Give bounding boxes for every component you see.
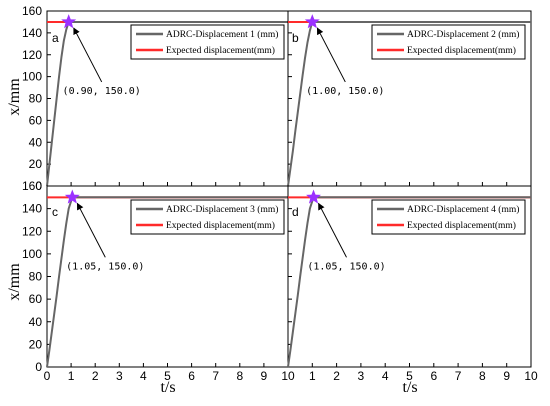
x-tick-label: 8 (479, 369, 486, 383)
y-tick-label: 80 (29, 92, 43, 106)
x-tick-label: 2 (333, 369, 340, 383)
x-axis-title-left: t/s (160, 379, 175, 396)
legend-label-expected: Expected displacement(mm) (166, 45, 275, 56)
adrc-displacement-line (46, 20, 288, 187)
x-tick-label: 5 (164, 369, 171, 383)
y-tick-label: 140 (22, 26, 42, 40)
legend-label-adrc: ADRC-Displacement 2 (mm) (407, 29, 519, 40)
adrc-displacement-line (46, 196, 288, 368)
y-tick-label: 40 (29, 315, 43, 329)
y-tick-label: 0 (35, 179, 42, 193)
settling-point-annotation: (1.05, 150.0) (307, 261, 385, 272)
x-tick-label: 3 (358, 369, 365, 383)
legend-label-adrc: ADRC-Displacement 1 (mm) (166, 29, 278, 40)
annotation-arrow (316, 27, 346, 83)
x-tick-label: 2 (92, 369, 99, 383)
legend (371, 24, 526, 60)
panel-a: 0 20 40 60 80 100 120 140 160 a ADRC-Displacement … (22, 4, 289, 193)
y-tick-label: 40 (29, 135, 43, 149)
panel-b: b ADRC-Displacement 2 (mm) Expected displa… (287, 10, 532, 187)
x-tick-label: 4 (140, 369, 147, 383)
x-tick-label: 9 (503, 369, 510, 383)
settling-point-star-icon (64, 189, 80, 204)
settling-point-star-icon (61, 14, 77, 29)
panel-label: d (292, 205, 299, 219)
x-tick-label: 1 (68, 369, 75, 383)
legend (130, 199, 285, 235)
y-tick-label: 20 (29, 157, 43, 171)
x-tick-label: 4 (382, 369, 389, 383)
x-tick-label: 3 (116, 369, 123, 383)
x-tick-label: 8 (236, 369, 243, 383)
legend (371, 199, 526, 235)
x-tick-label: 9 (261, 369, 268, 383)
y-tick-label: 120 (22, 48, 42, 62)
legend-label-adrc: ADRC-Displacement 4 (mm) (407, 204, 519, 215)
x-axis-title-right: t/s (402, 379, 417, 396)
settling-point-star-icon (306, 189, 321, 204)
y-tick-label: 20 (29, 337, 43, 351)
y-tick-label: 160 (22, 4, 42, 18)
legend-label-expected: Expected displacement(mm) (407, 45, 516, 56)
y-tick-label: 0 (35, 360, 42, 374)
x-tick-label: 7 (212, 369, 219, 383)
settling-point-annotation: (1.05, 150.0) (66, 261, 144, 272)
settling-point-star-icon (304, 14, 320, 29)
y-tick-label: 120 (22, 224, 42, 238)
y-axis-title-top: x/mm (6, 78, 23, 116)
y-tick-label: 140 (22, 202, 42, 216)
panel-label: b (292, 31, 299, 45)
adrc-displacement-line (287, 196, 531, 368)
settling-point-annotation: (1.00, 150.0) (306, 86, 384, 97)
y-tick-label: 100 (22, 70, 42, 84)
x-tick-label: 6 (188, 369, 195, 383)
panel-label: a (52, 31, 59, 45)
x-tick-label: 10 (281, 369, 295, 383)
y-tick-label: 60 (29, 113, 43, 127)
annotation-arrow (318, 202, 347, 258)
legend-label-adrc: ADRC-Displacement 3 (mm) (166, 204, 278, 215)
x-tick-label: 7 (455, 369, 462, 383)
adrc-displacement-line (287, 20, 531, 187)
y-axis-title-bottom: x/mm (6, 263, 23, 301)
annotation-arrow (76, 202, 106, 258)
y-tick-label: 100 (22, 247, 42, 261)
y-tick-label: 80 (29, 270, 43, 284)
panel-d: 1 2 3 4 5 6 7 8 9 10 d ADRC-Displacement 4 (mm) Expe… (287, 185, 538, 383)
settling-point-annotation: (0.90, 150.0) (63, 86, 141, 97)
y-tick-label: 160 (22, 179, 42, 193)
x-tick-label: 10 (524, 369, 538, 383)
legend-label-expected: Expected displacement(mm) (166, 220, 275, 231)
panel-label: c (52, 205, 58, 219)
annotation-arrow (73, 27, 103, 83)
y-tick-label: 60 (29, 292, 43, 306)
x-tick-label: 1 (309, 369, 316, 383)
x-tick-label: 6 (430, 369, 437, 383)
x-tick-label: 0 (44, 369, 51, 383)
legend (130, 24, 285, 60)
x-tick-label: 5 (406, 369, 413, 383)
legend-label-expected: Expected displacement(mm) (407, 220, 516, 231)
